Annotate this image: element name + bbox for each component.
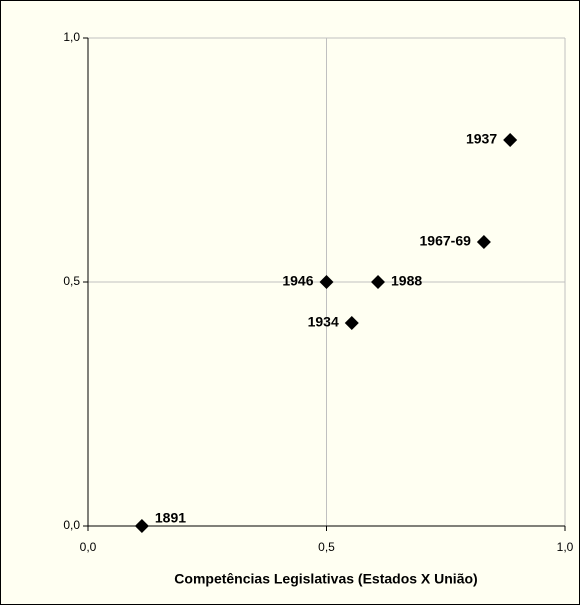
point-label: 1937	[466, 131, 497, 147]
point	[371, 275, 386, 289]
x-tick-label: 0,5	[318, 540, 335, 554]
point-label: 1891	[155, 510, 186, 526]
point-label: 1967-69	[420, 233, 472, 249]
point	[319, 275, 334, 289]
x-tick-label: 1,0	[557, 540, 574, 554]
point	[503, 132, 518, 147]
y-tick-label: 0,5	[63, 274, 80, 288]
y-tick-label: 0,0	[63, 518, 80, 532]
point	[344, 315, 359, 330]
x-tick-label: 0,0	[80, 540, 97, 554]
y-tick-label: 1,0	[63, 30, 80, 44]
point-label: 1988	[391, 273, 422, 289]
point	[476, 234, 491, 249]
point-label: 1946	[282, 273, 313, 289]
point-label: 1934	[308, 314, 339, 330]
point	[134, 519, 149, 533]
x-axis-title: Competências Legislativas (Estados X Uni…	[174, 571, 477, 587]
